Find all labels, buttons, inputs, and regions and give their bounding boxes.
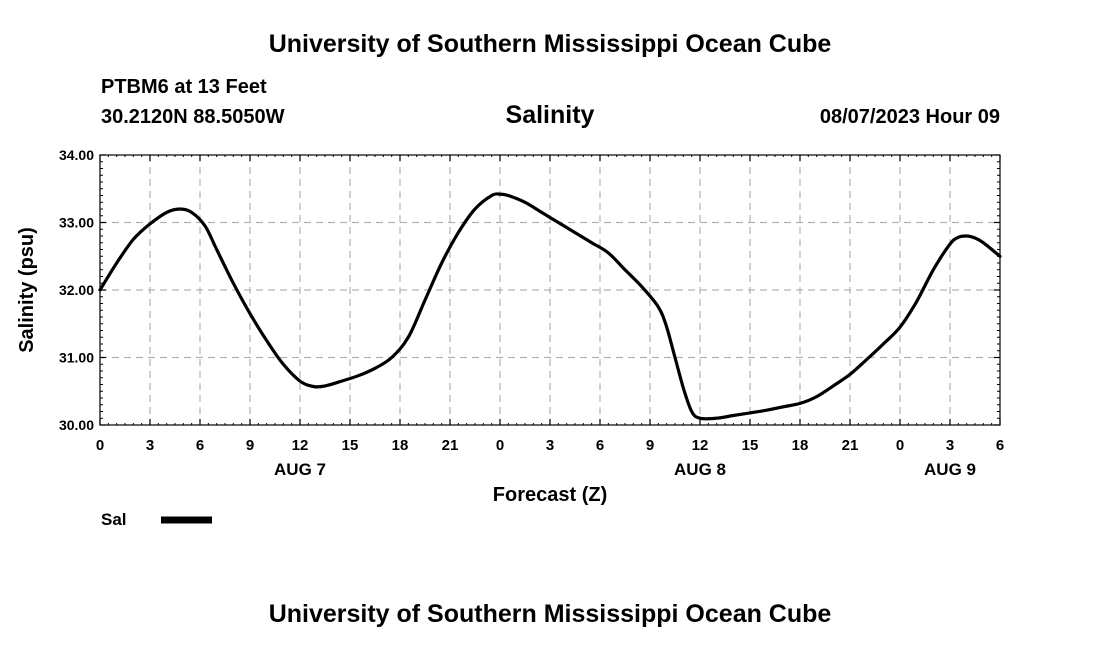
x-tick-label: 18 [392,437,409,454]
x-tick-label: 9 [246,437,254,454]
y-tick-label: 30.00 [59,417,94,433]
x-tick-label: 3 [146,437,154,454]
legend-label: Sal [101,510,127,529]
grid-lines [100,155,1000,425]
x-tick-label: 3 [946,437,954,454]
date-label: AUG 9 [924,460,976,479]
x-tick-label: 18 [792,437,809,454]
x-axis-title: Forecast (Z) [493,484,607,506]
y-axis-title: Salinity (psu) [16,227,38,353]
y-tick-label: 32.00 [59,282,94,298]
x-tick-label: 21 [842,437,859,454]
y-tick-label: 31.00 [59,350,94,366]
station-coordinates: 30.2120N 88.5050W [101,106,285,128]
y-tick-label: 34.00 [59,147,94,163]
x-tick-label: 0 [896,437,904,454]
x-tick-label: 6 [196,437,204,454]
footer-title: University of Southern Mississippi Ocean… [268,600,832,628]
x-tick-label: 21 [442,437,459,454]
date-label: AUG 8 [674,460,726,479]
x-tick-label: 12 [292,437,309,454]
station-label: PTBM6 at 13 Feet [101,76,267,98]
x-tick-label: 9 [646,437,654,454]
x-tick-label: 15 [742,437,759,454]
axis-ticks [99,154,1001,426]
x-tick-label: 3 [546,437,554,454]
x-tick-label: 0 [96,437,104,454]
x-tick-label: 15 [342,437,359,454]
x-tick-label: 12 [692,437,709,454]
y-tick-label: 33.00 [59,215,94,231]
x-tick-label: 6 [996,437,1004,454]
page-title: University of Southern Mississippi Ocean… [268,30,832,58]
forecast-timestamp: 08/07/2023 Hour 09 [819,106,1000,128]
x-tick-label: 6 [596,437,604,454]
legend: Sal [101,510,212,529]
date-label: AUG 7 [274,460,326,479]
salinity-series-line [98,192,1002,421]
chart-title: Salinity [505,101,595,129]
axis-tick-labels: 0 3 6 9 12 15 18 21 0 3 6 9 12 15 18 21 0 3 6 30.00 31.00 32.… [59,147,1004,479]
x-tick-label: 0 [496,437,504,454]
